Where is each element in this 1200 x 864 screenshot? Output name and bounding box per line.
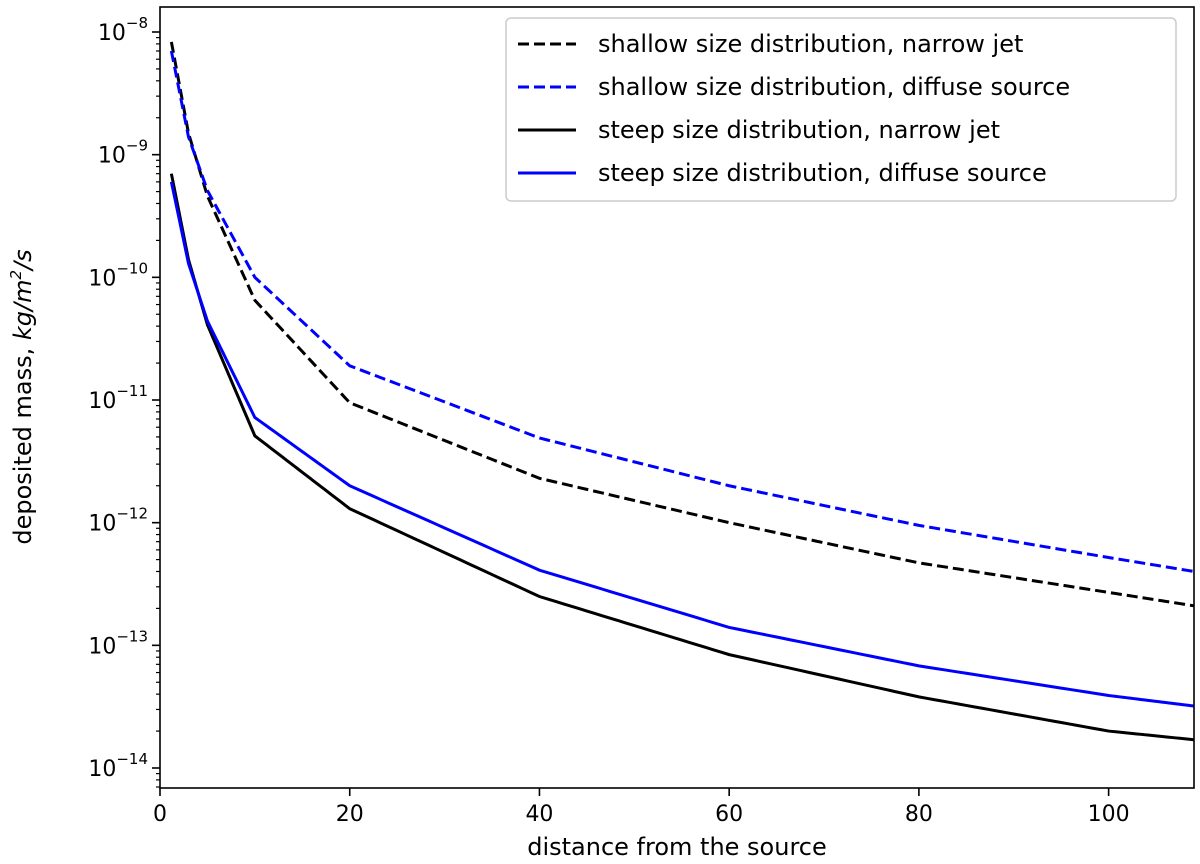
y-tick-label: 10−13 [88, 627, 148, 659]
x-tick-label: 20 [336, 802, 364, 827]
y-tick-base: 10 [88, 389, 116, 414]
x-tick-label: 0 [153, 802, 167, 827]
series-layer [169, 41, 1195, 742]
legend: shallow size distribution, narrow jet sha… [505, 17, 1177, 202]
legend-box [505, 17, 1177, 202]
y-axis-label: deposited mass, kg/m2/s [7, 249, 37, 544]
y-tick-exponent: −9 [126, 137, 148, 155]
series-line-4 [169, 181, 1195, 708]
x-ticks: 0 20 40 60 80 100 [153, 788, 1130, 827]
y-tick-label: 10−12 [88, 505, 148, 537]
legend-label-2: shallow size distribution, diffuse sourc… [598, 73, 1070, 101]
x-tick-label: 40 [525, 802, 553, 827]
plot-frame [159, 6, 1195, 789]
y-tick-base: 10 [98, 21, 126, 46]
legend-label-1: shallow size distribution, narrow jet [598, 30, 1023, 58]
y-axis-label-unit-rest: /s [9, 249, 37, 272]
y-tick-base: 10 [88, 634, 116, 659]
legend-label-3: steep size distribution, narrow jet [598, 116, 1000, 144]
y-tick-label: 10−9 [98, 137, 148, 169]
y-tick-exponent: −11 [116, 382, 148, 400]
y-tick-exponent: −8 [126, 14, 148, 32]
series-line-2 [169, 50, 1195, 573]
y-tick-base: 10 [88, 266, 116, 291]
y-tick-base: 10 [88, 757, 116, 782]
y-tick-label: 10−14 [88, 750, 148, 782]
y-axis-label-unit-exponent: 2 [7, 270, 25, 280]
series-line-1 [169, 41, 1195, 608]
y-tick-exponent: −10 [116, 259, 148, 277]
x-axis-label: distance from the source [527, 833, 827, 861]
y-tick-exponent: −12 [116, 505, 148, 523]
y-tick-base: 10 [98, 144, 126, 169]
y-axis-label-unit: kg/m [9, 280, 37, 341]
x-tick-label: 100 [1088, 802, 1130, 827]
y-axis-label-prefix: deposited mass, [9, 340, 37, 544]
legend-label-4: steep size distribution, diffuse source [598, 159, 1047, 187]
y-tick-base: 10 [88, 512, 116, 537]
x-tick-label: 80 [905, 802, 933, 827]
y-tick-label: 10−10 [88, 259, 148, 291]
y-tick-exponent: −14 [116, 750, 148, 768]
y-tick-label: 10−11 [88, 382, 148, 414]
y-tick-exponent: −13 [116, 627, 148, 645]
y-tick-label: 10−8 [98, 14, 148, 46]
x-tick-label: 60 [715, 802, 743, 827]
